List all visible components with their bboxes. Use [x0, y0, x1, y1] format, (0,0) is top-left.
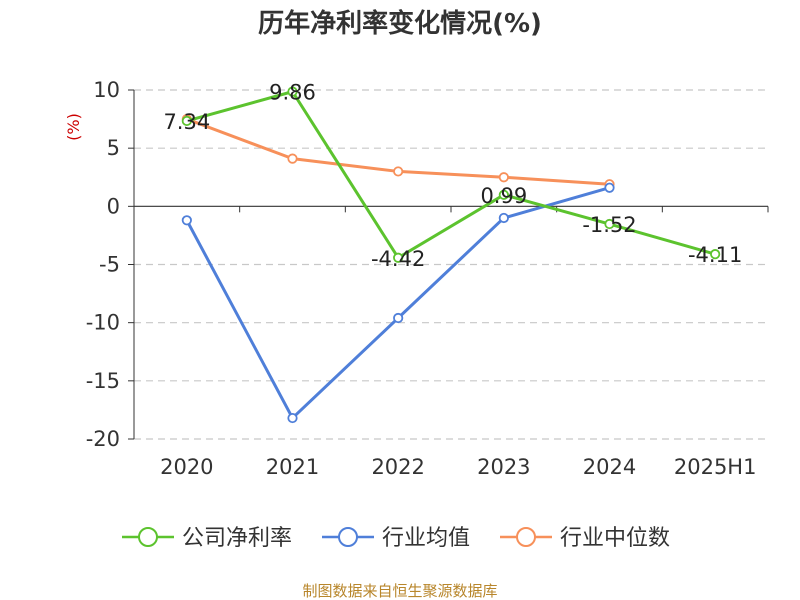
axes: 10 5 0 -5 -10 -15 -20 2020 2021 2022 2023 2024 2025H… [86, 78, 769, 479]
data-label: -4.11 [688, 243, 742, 267]
data-point [393, 166, 404, 177]
x-tick-label: 2021 [266, 455, 319, 479]
source-note: 制图数据来自恒生聚源数据库 [302, 582, 497, 600]
data-point [498, 189, 509, 200]
legend-item[interactable]: 行业均值 [322, 526, 470, 551]
legend-label: 公司净利率 [182, 526, 292, 551]
data-point [181, 115, 192, 127]
data-point [710, 249, 721, 260]
legend-item[interactable]: 公司净利率 [122, 526, 292, 551]
y-axis-unit-label: (%) [64, 113, 83, 141]
data-labels: 7.34 9.86 -4.42 0.99 -1.52 -4.11 [163, 81, 742, 271]
legend-item[interactable]: 行业中位数 [500, 526, 670, 551]
data-point [498, 212, 509, 224]
data-point [498, 172, 509, 183]
data-point [604, 218, 615, 230]
data-point [287, 86, 298, 97]
series-line [185, 186, 610, 420]
legend-marker [516, 527, 536, 547]
y-tick-label: 0 [107, 194, 120, 218]
data-point [393, 252, 404, 263]
y-tick-label: -20 [86, 427, 120, 451]
x-tick-label: 2025H1 [674, 455, 757, 479]
y-tick-label: -5 [99, 253, 120, 277]
data-label: 7.34 [163, 110, 210, 134]
data-label: 9.86 [269, 81, 316, 105]
grid-lines [134, 89, 768, 440]
x-tick-label: 2023 [477, 455, 530, 479]
legend-label: 行业中位数 [560, 526, 670, 551]
y-tick-label: 10 [93, 78, 120, 102]
y-tick-label: 5 [107, 136, 120, 160]
legend-label: 行业均值 [382, 526, 470, 551]
data-label: 0.99 [480, 184, 527, 208]
legend-marker [138, 527, 158, 547]
legend-marker [338, 527, 358, 547]
x-tick-label: 2020 [160, 455, 213, 479]
series-lines [181, 86, 721, 424]
y-tick-label: -10 [86, 311, 120, 335]
data-point [604, 182, 615, 193]
data-point [287, 412, 298, 424]
data-point [393, 312, 404, 324]
chart-title: 历年净利率变化情况(%) [258, 8, 542, 39]
x-tick-label: 2022 [371, 455, 424, 479]
y-tick-label: -15 [86, 369, 120, 393]
data-point [287, 153, 298, 164]
x-tick-label: 2024 [583, 455, 636, 479]
data-label: -1.52 [582, 213, 636, 237]
legend[interactable]: 公司净利率 行业均值 行业中位数 [122, 526, 670, 551]
series-line [186, 90, 716, 260]
data-label: -4.42 [371, 247, 425, 271]
data-point [181, 215, 192, 226]
